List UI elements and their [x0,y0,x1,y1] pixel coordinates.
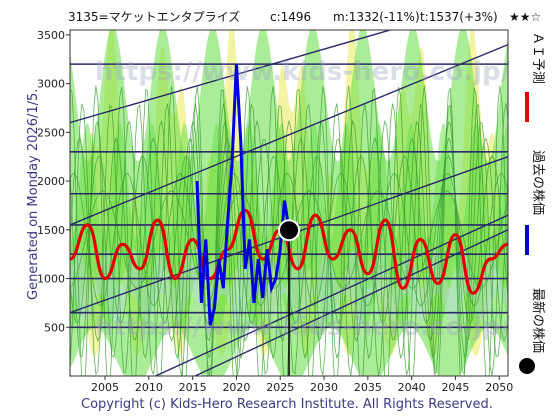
y-tick-label: 2500 [37,126,65,139]
x-tick-label: 2020 [222,381,250,394]
x-tick-label: 2010 [135,381,163,394]
trend-line [70,43,508,226]
y-tick-label: 1500 [37,224,65,237]
trend-line [70,30,393,124]
plot-frame [69,29,509,377]
legend-forecast-label: ＡＩ予測 [530,32,545,84]
legend: ＡＩ予測 過去の株価 最新の株価 [519,32,546,374]
legend-latest-marker [519,358,535,374]
y-tick-label: 3500 [37,29,65,42]
series-ai-forecast-line [70,208,508,295]
legend-past-label: 過去の株価 [530,150,545,215]
x-tick-label: 2045 [441,381,469,394]
y-tick-label: 500 [44,321,65,334]
x-axis: 2005 2010 2015 2020 2025 2030 2035 2040 2045 2050 [91,376,513,394]
x-tick-label: 2040 [398,381,426,394]
x-tick-label: 2015 [179,381,207,394]
y-axis: 500 1000 1500 2000 2500 3000 3500 [37,29,70,334]
x-tick-label: 2005 [91,381,119,394]
header-current: c:1496 [270,10,311,24]
watermark-top: https://www.kids-hero.co.jp/ [95,57,511,87]
x-tick-label: 2030 [310,381,338,394]
header-stars: ★★☆ [509,10,541,24]
header-t: t:1537(+3%) [420,10,498,24]
series-past-price-line [195,64,291,326]
y-tick-label: 3000 [37,78,65,91]
watermark-bottom: https://www.kids-hero.co.jp/ [95,312,511,342]
y-tick-label: 1000 [37,273,65,286]
header-title: 3135=マケットエンタプライズ [68,9,240,24]
copyright: Copyright (c) Kids-Hero Research Institu… [81,397,493,412]
y-tick-label: 2000 [37,175,65,188]
band-contour-line [70,119,508,360]
legend-latest-label: 最新の株価 [530,288,546,353]
x-tick-label: 2025 [266,381,294,394]
latest-price-marker [278,219,300,242]
x-tick-label: 2035 [354,381,382,394]
series-group [70,64,508,376]
header-m: m:1332(-11%) [333,10,420,24]
x-tick-label: 2050 [485,381,513,394]
generated-note: Generated on Monday 2026/1/5. [26,89,41,300]
